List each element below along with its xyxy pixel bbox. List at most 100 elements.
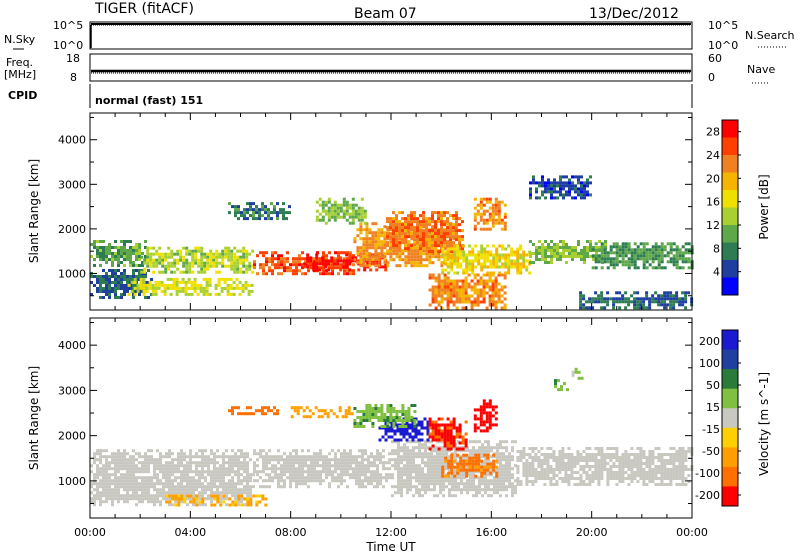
velocity-cell [126,461,129,465]
velocity-cell [478,491,481,495]
velocity-cell [430,470,433,474]
velocity-cell [624,462,628,465]
power-cell [437,303,441,307]
power-cell [298,269,301,273]
power-cell [471,268,475,272]
power-cell [422,244,425,248]
velocity-cell [582,483,586,486]
power-cell [200,255,204,259]
power-cell [491,224,495,228]
velocity-cell [156,494,159,498]
velocity-cell [421,476,424,480]
velocity-cell [298,458,301,462]
power-cell [129,264,132,267]
power-cell [142,280,146,284]
velocity-cell [615,474,619,477]
power-cell [129,255,132,258]
power-cell [488,273,492,277]
power-cell [428,261,432,265]
velocity-cell [222,473,225,477]
power-cell [582,297,586,301]
velocity-cell [277,473,280,477]
velocity-cell [555,456,559,459]
power-cell [247,292,251,296]
power-cell [352,263,355,267]
velocity-cell [262,458,265,462]
power-cell [470,303,474,307]
power-cell [357,259,361,263]
power-cell [371,243,375,247]
velocity-cell [514,440,517,444]
velocity-cell [123,473,126,477]
power-cell [577,243,580,246]
velocity-cell [240,479,243,483]
velocity-cell [543,483,547,486]
power-cell [450,262,454,266]
power-cell [377,234,381,238]
velocity-cell [198,470,201,474]
power-cell [627,260,631,264]
velocity-cell [367,476,370,480]
velocity-cell [228,485,231,489]
power-cell [105,281,108,284]
power-cell [351,212,355,216]
power-cell [280,257,283,261]
velocity-cell [439,464,442,468]
power-cell [114,258,117,261]
power-cell [654,266,658,270]
velocity-cell [627,462,631,465]
velocity-cell [108,464,111,468]
velocity-cell [283,467,286,471]
nsky-frame [89,21,693,50]
velocity-cell [528,468,532,471]
velocity-cell [433,458,436,462]
power-cell [589,240,592,243]
velocity-cell [457,485,460,489]
power-cell [319,266,322,270]
power-cell [449,282,453,286]
velocity-cell [439,449,442,453]
power-cell [407,223,410,227]
power-cell [447,262,451,266]
velocity-cell [105,485,108,489]
power-cell [410,237,414,241]
power-cell [368,228,372,232]
velocity-cell [487,446,490,450]
power-cell [428,250,431,254]
velocity-cell [472,482,475,486]
velocity-cell [546,462,550,465]
power-cell [449,250,452,254]
power-cell [401,241,404,245]
power-cell [356,234,360,238]
power-cell [434,294,438,298]
velocity-cell [573,462,577,465]
power-cell [136,286,140,290]
power-cell [303,265,307,269]
velocity-cell [201,488,204,492]
power-cell [413,226,416,230]
velocity-cell [561,453,565,456]
velocity-cell [177,470,180,474]
velocity-cell [222,455,225,459]
power-cell [669,242,673,246]
power-cell [206,252,210,256]
power-cell [633,257,637,261]
power-cell [425,226,428,230]
velocity-cell [433,488,436,492]
power-cell [562,181,565,185]
velocity-cell [295,461,298,465]
velocity-cell [253,464,256,468]
power-cell [212,252,216,256]
velocity-cell [126,464,129,468]
velocity-cell [540,462,544,465]
power-cell [687,291,691,295]
velocity-cell [424,455,427,459]
velocity-cell [597,462,601,465]
power-cell [562,240,565,243]
power-cell [365,264,369,268]
velocity-cell [240,449,243,453]
velocity-cell [301,470,304,474]
power-cell [197,249,201,253]
power-cell [474,265,478,269]
velocity-cell [516,480,520,483]
